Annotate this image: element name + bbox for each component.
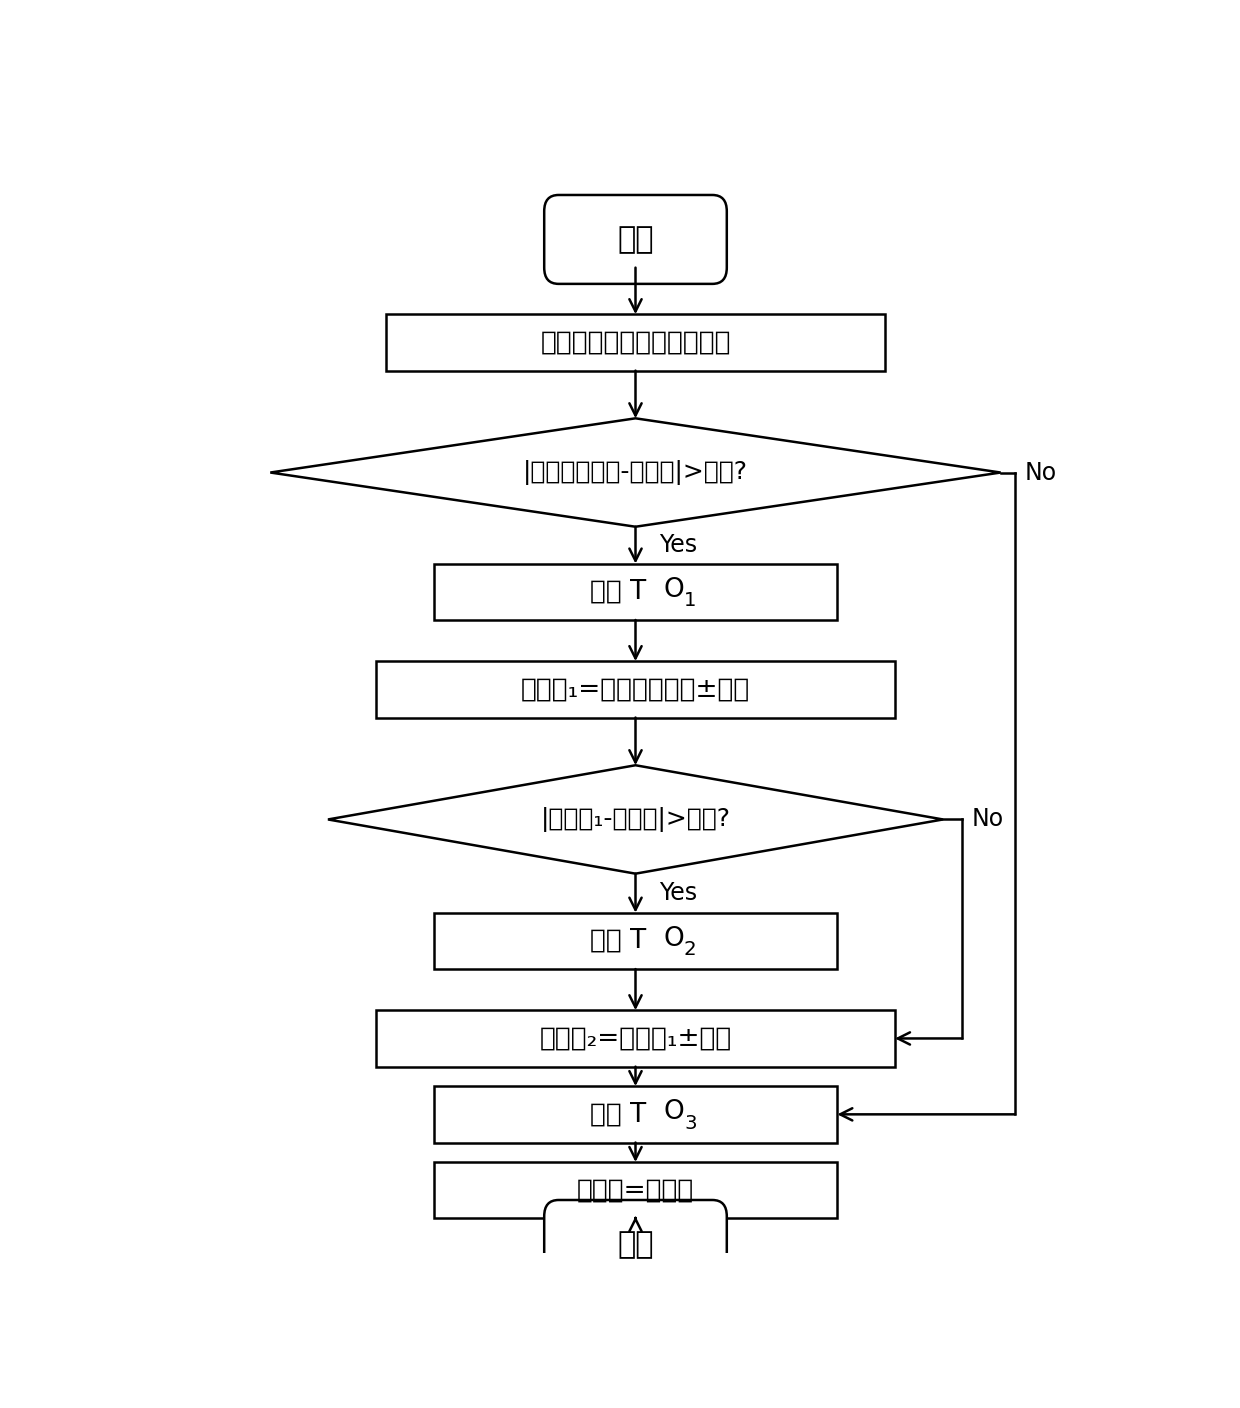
Text: Yes: Yes xyxy=(660,881,698,905)
Bar xyxy=(434,1162,837,1218)
Text: 弯辊力₂=弯辊力₁±阈值: 弯辊力₂=弯辊力₁±阈值 xyxy=(539,1025,732,1052)
Text: 开始: 开始 xyxy=(618,225,653,253)
Text: |弯辊力设定值-平衡力|>阈值?: |弯辊力设定值-平衡力|>阈值? xyxy=(523,460,748,484)
Bar xyxy=(386,314,885,370)
FancyBboxPatch shape xyxy=(544,1200,727,1288)
Text: 弯辊力₁=弯辊力设定值±阈值: 弯辊力₁=弯辊力设定值±阈值 xyxy=(521,676,750,703)
Text: 延时 T: 延时 T xyxy=(590,579,646,605)
Bar xyxy=(434,912,837,969)
Text: O: O xyxy=(663,1100,684,1125)
Text: |弯辊力₁-平衡力|>阈值?: |弯辊力₁-平衡力|>阈值? xyxy=(541,807,730,832)
Bar xyxy=(376,662,895,718)
Bar xyxy=(434,1086,837,1142)
Text: 弯辊力=平衡力: 弯辊力=平衡力 xyxy=(577,1177,694,1204)
Text: 延时 T: 延时 T xyxy=(590,1101,646,1128)
Polygon shape xyxy=(327,766,944,873)
Text: 延时 T: 延时 T xyxy=(590,928,646,953)
Text: No: No xyxy=(972,807,1004,832)
FancyBboxPatch shape xyxy=(544,194,727,284)
Polygon shape xyxy=(270,418,1001,527)
Text: No: No xyxy=(1024,460,1056,484)
Text: O: O xyxy=(663,925,684,952)
Text: 2: 2 xyxy=(684,941,697,959)
Text: 3: 3 xyxy=(684,1114,697,1132)
Text: Yes: Yes xyxy=(660,534,698,558)
Bar xyxy=(434,563,837,620)
Bar xyxy=(376,1011,895,1067)
Text: O: O xyxy=(663,577,684,603)
Text: 1: 1 xyxy=(684,591,697,610)
Text: 取上一机架抛钢下降沿信号: 取上一机架抛钢下降沿信号 xyxy=(541,329,730,355)
Text: 结束: 结束 xyxy=(618,1231,653,1259)
